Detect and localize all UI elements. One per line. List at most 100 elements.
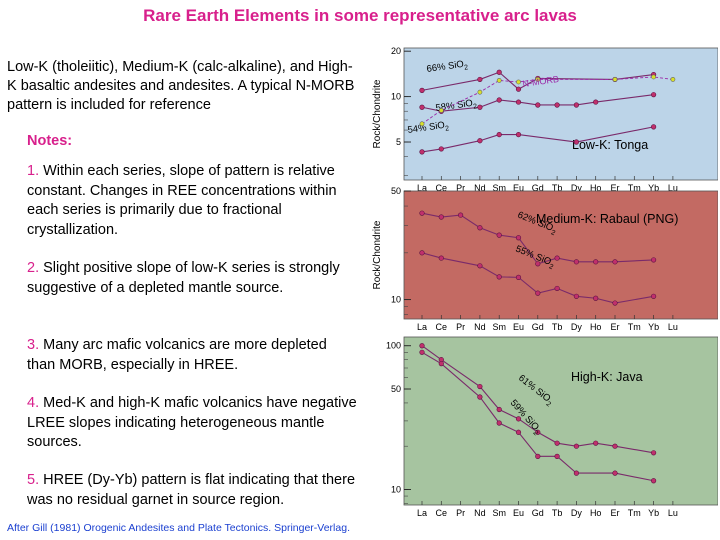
data-point xyxy=(438,108,444,113)
note-1: 1. Within each series, slope of pattern … xyxy=(27,162,357,240)
data-point xyxy=(496,274,502,280)
data-point xyxy=(573,470,579,476)
data-point xyxy=(496,232,502,238)
note-text: Within each series, slope of pattern is … xyxy=(27,163,337,238)
note-text: Many arc mafic volcanics are more deplet… xyxy=(27,337,327,373)
data-point xyxy=(477,138,483,144)
data-point xyxy=(419,87,425,93)
data-point xyxy=(477,394,483,400)
data-point xyxy=(438,214,444,220)
x-tick-label-pr: Pr xyxy=(456,183,465,193)
data-point xyxy=(554,102,560,108)
data-point xyxy=(419,349,425,355)
data-point xyxy=(477,263,483,269)
data-point xyxy=(573,293,579,299)
x-tick-label-ho: Ho xyxy=(590,322,602,332)
data-point xyxy=(515,86,522,92)
y-tick-label: 50 xyxy=(391,384,401,394)
x-tick-label-nd: Nd xyxy=(474,183,486,193)
note-number: 2. xyxy=(27,260,40,276)
data-point xyxy=(651,74,656,80)
data-point xyxy=(419,343,425,349)
data-point xyxy=(612,470,618,476)
data-point xyxy=(535,261,541,267)
x-tick-label-sm: Sm xyxy=(492,322,506,332)
x-tick-label-eu: Eu xyxy=(513,183,524,193)
panel-title: Low-K: Tonga xyxy=(572,138,648,152)
note-text: Med-K and high-K mafic volcanics have ne… xyxy=(27,395,357,450)
data-point xyxy=(419,104,425,110)
note-number: 3. xyxy=(27,337,40,353)
plot-area xyxy=(403,190,718,320)
note-3: 3. Many arc mafic volcanics are more dep… xyxy=(27,336,357,375)
x-tick-label-tb: Tb xyxy=(552,322,563,332)
y-tick-label: 5 xyxy=(396,137,401,147)
data-point xyxy=(477,76,483,83)
x-tick-label-er: Er xyxy=(611,183,620,193)
x-tick-label-sm: Sm xyxy=(492,508,506,518)
series-line xyxy=(421,351,654,482)
x-tick-label-tm: Tm xyxy=(628,508,641,518)
data-point xyxy=(438,361,444,367)
x-tick-label-yb: Yb xyxy=(648,508,659,518)
y-tick-label: 50 xyxy=(391,186,401,196)
data-point xyxy=(651,257,657,263)
x-tick-label-er: Er xyxy=(611,508,620,518)
data-point xyxy=(535,290,541,296)
data-point xyxy=(573,443,579,449)
x-tick-label-la: La xyxy=(417,508,427,518)
data-point xyxy=(651,124,657,130)
y-tick-label: 20 xyxy=(391,46,401,56)
data-point xyxy=(496,69,502,75)
x-tick-label-tb: Tb xyxy=(552,508,563,518)
x-tick-label-gd: Gd xyxy=(532,183,544,193)
data-point xyxy=(612,443,618,449)
data-point xyxy=(496,97,502,103)
source-credit: After Gill (1981) Orogenic Andesites and… xyxy=(7,522,350,534)
intro-text: Low-K (tholeiitic), Medium-K (calc-alkal… xyxy=(7,59,355,113)
panel-title: Medium-K: Rabaul (PNG) xyxy=(536,212,678,226)
data-point xyxy=(515,235,522,241)
x-tick-label-gd: Gd xyxy=(532,322,544,332)
note-text: HREE (Dy-Yb) pattern is flat indicating … xyxy=(27,472,356,508)
data-point xyxy=(554,255,560,261)
data-point xyxy=(535,429,541,435)
x-tick-label-yb: Yb xyxy=(648,322,659,332)
data-point xyxy=(515,131,522,138)
x-tick-label-tm: Tm xyxy=(628,183,641,193)
x-tick-label-yb: Yb xyxy=(648,183,659,193)
data-point xyxy=(573,102,579,108)
data-point xyxy=(554,440,560,446)
x-tick-label-ce: Ce xyxy=(436,508,448,518)
x-tick-label-ce: Ce xyxy=(436,183,448,193)
data-point xyxy=(438,146,444,152)
data-point xyxy=(419,250,425,256)
note-number: 1. xyxy=(27,163,40,179)
data-point xyxy=(554,453,560,459)
x-tick-label-eu: Eu xyxy=(513,322,524,332)
note-4: 4. Med-K and high-K mafic volcanics have… xyxy=(27,394,357,453)
x-tick-label-ho: Ho xyxy=(590,183,602,193)
x-tick-label-sm: Sm xyxy=(492,183,506,193)
chart-panel-1: 5 10 20 La Ce Pr Nd Sm Eu Gd Tb Dy Ho Er Tm Yb Lu Rock/Ch… xyxy=(372,46,718,193)
series-62-sio2: 62% SiO2 xyxy=(419,210,657,267)
y-axis-label: Rock/Chondrite xyxy=(372,79,383,148)
x-tick-label-la: La xyxy=(417,183,427,193)
data-point xyxy=(651,293,657,299)
data-point xyxy=(651,92,657,98)
data-point xyxy=(612,300,618,306)
plot-area xyxy=(403,336,718,506)
series-line xyxy=(421,76,673,125)
x-tick-label-lu: Lu xyxy=(668,183,678,193)
data-point xyxy=(515,99,522,105)
data-point xyxy=(515,274,522,280)
data-point xyxy=(593,295,599,301)
data-point xyxy=(612,77,618,82)
data-point xyxy=(593,440,599,446)
x-tick-label-eu: Eu xyxy=(513,508,524,518)
y-tick-label: 10 xyxy=(391,484,401,494)
panel-title: High-K: Java xyxy=(571,370,643,384)
x-tick-label-gd: Gd xyxy=(532,508,544,518)
note-number: 4. xyxy=(27,395,40,411)
ree-chart-figure: 5 10 20 La Ce Pr Nd Sm Eu Gd Tb Dy Ho Er Tm Yb Lu Rock/Ch… xyxy=(372,46,718,518)
